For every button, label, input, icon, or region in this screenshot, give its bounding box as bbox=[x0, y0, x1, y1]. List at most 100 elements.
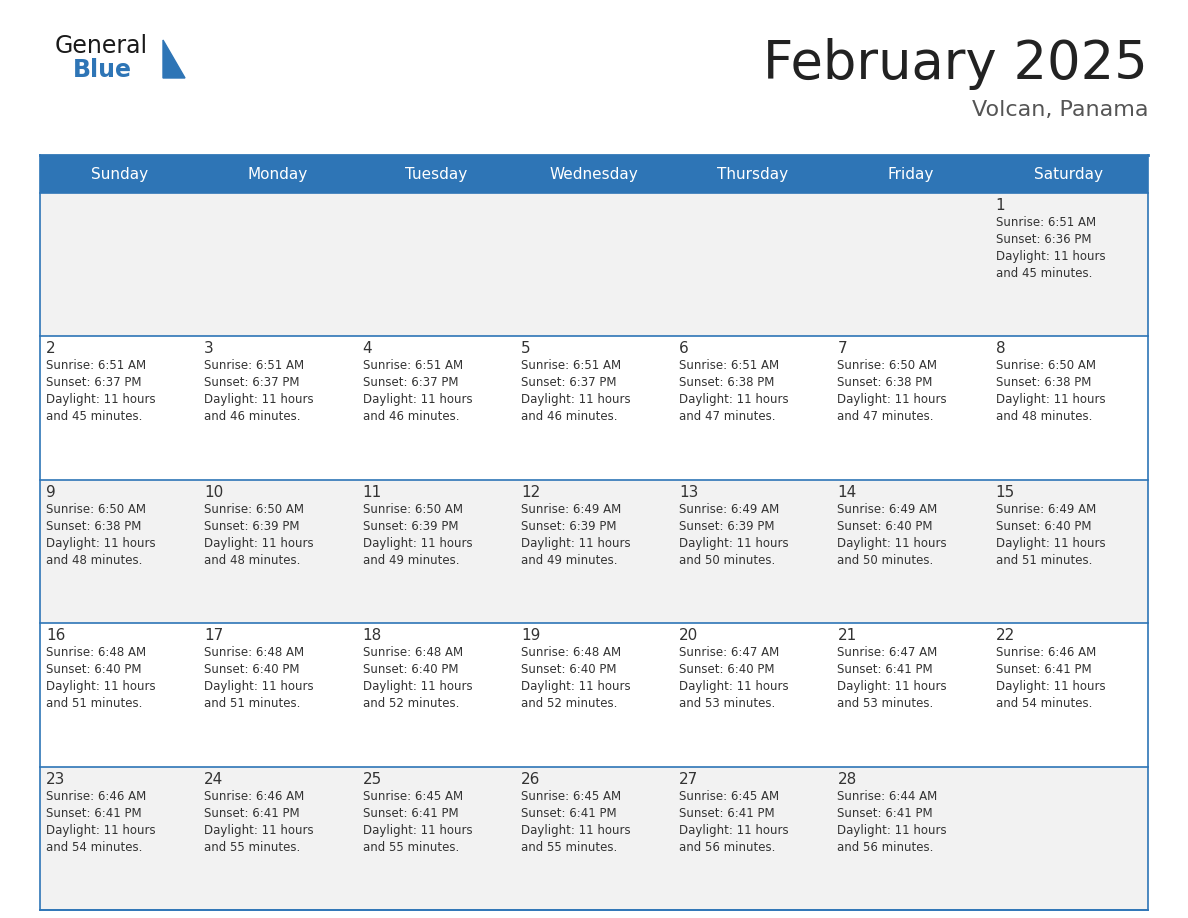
Text: and 52 minutes.: and 52 minutes. bbox=[362, 697, 459, 711]
Text: Sunrise: 6:45 AM: Sunrise: 6:45 AM bbox=[520, 789, 621, 802]
Text: 10: 10 bbox=[204, 485, 223, 499]
Text: Daylight: 11 hours: Daylight: 11 hours bbox=[362, 680, 472, 693]
Text: Daylight: 11 hours: Daylight: 11 hours bbox=[362, 537, 472, 550]
Text: Daylight: 11 hours: Daylight: 11 hours bbox=[520, 394, 631, 407]
Text: 5: 5 bbox=[520, 341, 531, 356]
Text: 18: 18 bbox=[362, 628, 381, 644]
Text: and 53 minutes.: and 53 minutes. bbox=[680, 697, 776, 711]
Text: 16: 16 bbox=[46, 628, 65, 644]
Text: Daylight: 11 hours: Daylight: 11 hours bbox=[996, 394, 1105, 407]
Text: and 51 minutes.: and 51 minutes. bbox=[204, 697, 301, 711]
Text: 9: 9 bbox=[46, 485, 56, 499]
Text: Sunset: 6:41 PM: Sunset: 6:41 PM bbox=[204, 807, 299, 820]
Text: Sunset: 6:41 PM: Sunset: 6:41 PM bbox=[838, 663, 933, 677]
Text: 20: 20 bbox=[680, 628, 699, 644]
Bar bbox=[40, 480, 1148, 623]
Text: Sunset: 6:39 PM: Sunset: 6:39 PM bbox=[680, 520, 775, 532]
Text: Sunset: 6:40 PM: Sunset: 6:40 PM bbox=[680, 663, 775, 677]
Text: 22: 22 bbox=[996, 628, 1015, 644]
Text: 23: 23 bbox=[46, 772, 65, 787]
Text: 14: 14 bbox=[838, 485, 857, 499]
Text: Saturday: Saturday bbox=[1035, 166, 1104, 182]
Bar bbox=[40, 623, 1148, 767]
Text: and 55 minutes.: and 55 minutes. bbox=[204, 841, 301, 854]
Text: Volcan, Panama: Volcan, Panama bbox=[972, 100, 1148, 120]
Text: Sunrise: 6:50 AM: Sunrise: 6:50 AM bbox=[362, 503, 462, 516]
Text: 1: 1 bbox=[996, 198, 1005, 213]
Text: and 54 minutes.: and 54 minutes. bbox=[46, 841, 143, 854]
Text: Sunset: 6:40 PM: Sunset: 6:40 PM bbox=[46, 663, 141, 677]
Text: Sunrise: 6:46 AM: Sunrise: 6:46 AM bbox=[996, 646, 1097, 659]
Text: Daylight: 11 hours: Daylight: 11 hours bbox=[46, 680, 156, 693]
Text: Daylight: 11 hours: Daylight: 11 hours bbox=[838, 823, 947, 836]
Text: February 2025: February 2025 bbox=[763, 38, 1148, 90]
Text: Sunset: 6:40 PM: Sunset: 6:40 PM bbox=[520, 663, 617, 677]
Text: Sunset: 6:38 PM: Sunset: 6:38 PM bbox=[838, 376, 933, 389]
Text: Daylight: 11 hours: Daylight: 11 hours bbox=[680, 537, 789, 550]
Text: Daylight: 11 hours: Daylight: 11 hours bbox=[996, 680, 1105, 693]
Text: Sunset: 6:37 PM: Sunset: 6:37 PM bbox=[204, 376, 299, 389]
Text: 21: 21 bbox=[838, 628, 857, 644]
Bar bbox=[40, 155, 1148, 193]
Text: Sunset: 6:38 PM: Sunset: 6:38 PM bbox=[680, 376, 775, 389]
Text: Monday: Monday bbox=[247, 166, 308, 182]
Text: Daylight: 11 hours: Daylight: 11 hours bbox=[838, 394, 947, 407]
Text: 17: 17 bbox=[204, 628, 223, 644]
Text: and 56 minutes.: and 56 minutes. bbox=[680, 841, 776, 854]
Text: and 45 minutes.: and 45 minutes. bbox=[46, 410, 143, 423]
Text: Daylight: 11 hours: Daylight: 11 hours bbox=[204, 823, 314, 836]
Text: Sunrise: 6:48 AM: Sunrise: 6:48 AM bbox=[204, 646, 304, 659]
Text: Daylight: 11 hours: Daylight: 11 hours bbox=[520, 823, 631, 836]
Text: 12: 12 bbox=[520, 485, 541, 499]
Text: Sunrise: 6:47 AM: Sunrise: 6:47 AM bbox=[838, 646, 937, 659]
Text: Sunset: 6:38 PM: Sunset: 6:38 PM bbox=[996, 376, 1091, 389]
Text: Daylight: 11 hours: Daylight: 11 hours bbox=[362, 823, 472, 836]
Text: Sunrise: 6:51 AM: Sunrise: 6:51 AM bbox=[46, 360, 146, 373]
Text: Sunrise: 6:51 AM: Sunrise: 6:51 AM bbox=[996, 216, 1095, 229]
Text: Sunset: 6:36 PM: Sunset: 6:36 PM bbox=[996, 233, 1092, 246]
Bar bbox=[40, 193, 1148, 336]
Text: Daylight: 11 hours: Daylight: 11 hours bbox=[680, 823, 789, 836]
Text: 6: 6 bbox=[680, 341, 689, 356]
Text: Sunset: 6:40 PM: Sunset: 6:40 PM bbox=[996, 520, 1092, 532]
Text: Daylight: 11 hours: Daylight: 11 hours bbox=[996, 250, 1105, 263]
Text: and 51 minutes.: and 51 minutes. bbox=[46, 697, 143, 711]
Text: Sunrise: 6:45 AM: Sunrise: 6:45 AM bbox=[680, 789, 779, 802]
Text: and 45 minutes.: and 45 minutes. bbox=[996, 267, 1092, 280]
Text: Sunset: 6:41 PM: Sunset: 6:41 PM bbox=[520, 807, 617, 820]
Text: and 46 minutes.: and 46 minutes. bbox=[520, 410, 618, 423]
Text: and 49 minutes.: and 49 minutes. bbox=[362, 554, 459, 566]
Text: Sunrise: 6:45 AM: Sunrise: 6:45 AM bbox=[362, 789, 462, 802]
Text: and 53 minutes.: and 53 minutes. bbox=[838, 697, 934, 711]
Text: Sunset: 6:39 PM: Sunset: 6:39 PM bbox=[520, 520, 617, 532]
Text: Friday: Friday bbox=[887, 166, 934, 182]
Text: Daylight: 11 hours: Daylight: 11 hours bbox=[996, 537, 1105, 550]
Text: Sunset: 6:40 PM: Sunset: 6:40 PM bbox=[838, 520, 933, 532]
Text: Sunrise: 6:49 AM: Sunrise: 6:49 AM bbox=[996, 503, 1097, 516]
Text: and 54 minutes.: and 54 minutes. bbox=[996, 697, 1092, 711]
Text: Sunrise: 6:51 AM: Sunrise: 6:51 AM bbox=[520, 360, 621, 373]
Text: Sunrise: 6:51 AM: Sunrise: 6:51 AM bbox=[680, 360, 779, 373]
Text: and 48 minutes.: and 48 minutes. bbox=[46, 554, 143, 566]
Text: and 46 minutes.: and 46 minutes. bbox=[204, 410, 301, 423]
Text: Daylight: 11 hours: Daylight: 11 hours bbox=[680, 680, 789, 693]
Text: Daylight: 11 hours: Daylight: 11 hours bbox=[838, 537, 947, 550]
Text: Sunset: 6:40 PM: Sunset: 6:40 PM bbox=[204, 663, 299, 677]
Polygon shape bbox=[163, 40, 185, 78]
Text: and 50 minutes.: and 50 minutes. bbox=[680, 554, 776, 566]
Text: Sunset: 6:40 PM: Sunset: 6:40 PM bbox=[362, 663, 459, 677]
Text: Daylight: 11 hours: Daylight: 11 hours bbox=[46, 537, 156, 550]
Text: and 56 minutes.: and 56 minutes. bbox=[838, 841, 934, 854]
Text: Daylight: 11 hours: Daylight: 11 hours bbox=[838, 680, 947, 693]
Text: and 47 minutes.: and 47 minutes. bbox=[680, 410, 776, 423]
Text: Sunrise: 6:49 AM: Sunrise: 6:49 AM bbox=[680, 503, 779, 516]
Text: Sunset: 6:41 PM: Sunset: 6:41 PM bbox=[838, 807, 933, 820]
Text: Sunrise: 6:50 AM: Sunrise: 6:50 AM bbox=[996, 360, 1095, 373]
Text: Daylight: 11 hours: Daylight: 11 hours bbox=[204, 680, 314, 693]
Text: General: General bbox=[55, 34, 148, 58]
Text: and 46 minutes.: and 46 minutes. bbox=[362, 410, 459, 423]
Text: Sunrise: 6:48 AM: Sunrise: 6:48 AM bbox=[46, 646, 146, 659]
Text: Daylight: 11 hours: Daylight: 11 hours bbox=[520, 680, 631, 693]
Text: Sunrise: 6:46 AM: Sunrise: 6:46 AM bbox=[46, 789, 146, 802]
Text: 27: 27 bbox=[680, 772, 699, 787]
